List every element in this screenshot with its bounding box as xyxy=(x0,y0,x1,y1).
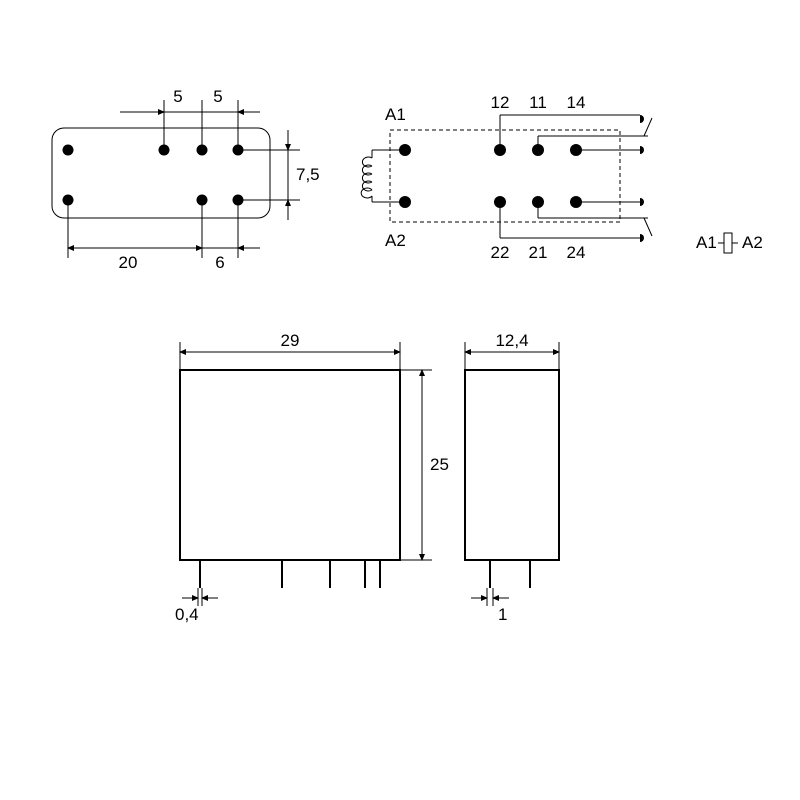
pin xyxy=(63,145,74,156)
dim-side-w: 12,4 xyxy=(495,331,528,350)
relay-technical-drawing: 5 5 7,5 20 6 A1 A2 xyxy=(0,0,800,800)
dim-side-pin: 1 xyxy=(498,605,507,624)
dim-pitch-a: 5 xyxy=(173,87,182,106)
contact-icon-top xyxy=(640,115,652,154)
label-a2: A2 xyxy=(385,231,406,250)
label-a1: A1 xyxy=(385,105,406,124)
label-24: 24 xyxy=(567,243,586,262)
label-11: 11 xyxy=(529,93,547,112)
dim-len: 20 xyxy=(119,253,138,272)
label-12: 12 xyxy=(491,93,510,112)
contact-icon-bottom xyxy=(640,198,652,242)
front-body xyxy=(180,370,400,560)
dim-front-h: 25 xyxy=(430,455,449,474)
coil-icon xyxy=(361,150,405,202)
dim-front-w: 29 xyxy=(281,331,300,350)
schematic-view: A1 A2 12 11 14 22 21 24 xyxy=(361,93,652,262)
dim-pin-w: 0,4 xyxy=(175,605,199,624)
front-view: 29 25 0,4 xyxy=(175,331,449,624)
coil-a2: A2 xyxy=(742,233,763,252)
coil-symbol: A1 A2 xyxy=(696,233,763,253)
side-view: 12,4 1 xyxy=(465,331,559,624)
dim-row-gap: 7,5 xyxy=(296,165,320,184)
label-22: 22 xyxy=(491,243,510,262)
dim-end: 6 xyxy=(215,253,224,272)
label-21: 21 xyxy=(529,243,548,262)
schematic-box xyxy=(390,130,620,222)
side-body xyxy=(465,370,559,560)
coil-a1: A1 xyxy=(696,233,717,252)
label-14: 14 xyxy=(567,93,586,112)
dim-pitch-b: 5 xyxy=(213,87,222,106)
footprint-view: 5 5 7,5 20 6 xyxy=(52,87,320,272)
